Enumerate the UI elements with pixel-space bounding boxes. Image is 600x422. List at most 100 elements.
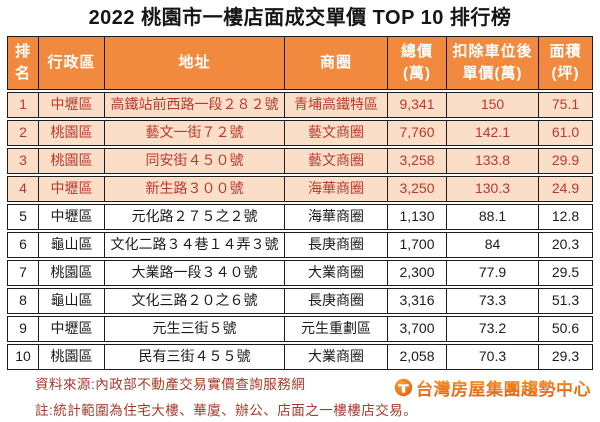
cell-address: 民有三街４５５號: [105, 345, 285, 369]
table-row: 4 中壢區 新生路３００號 海華商圈 3,250 130.3 24.9: [7, 176, 593, 202]
brand-logo-text: 台灣房屋集團趨勢中心: [416, 375, 591, 400]
statistics-scope-note: 註:統計範圍為住宅大樓、華廈、辦公、店面之一樓樓店交易。: [35, 403, 418, 418]
table-row: 3 桃園區 同安街４５０號 藝文商圈 3,258 133.8 29.9: [7, 148, 593, 174]
cell-address: 文化三路２０之６號: [105, 289, 285, 313]
cell-total: 3,258: [388, 149, 447, 173]
table-row: 10 桃園區 民有三街４５５號 大業商圈 2,058 70.3 29.3: [7, 344, 593, 370]
cell-district: 中壢區: [39, 317, 105, 341]
cell-rank: 3: [8, 149, 39, 173]
header-label: 單價(萬): [462, 65, 523, 82]
table-header-row: 排名行政區 地址 商圈 總價 (萬) 扣除車位後 單價(萬) 面積 (坪): [7, 36, 593, 90]
cell-rank: 1: [8, 93, 39, 117]
brand-logo: 台灣房屋集團趨勢中心: [394, 375, 591, 400]
table-row: 6 龜山區 文化二路３４巷１４弄３號 長庚商圈 1,700 84 20.3: [7, 232, 593, 258]
cell-district: 桃園區: [39, 121, 105, 145]
cell-unit: 133.8: [447, 149, 539, 173]
cell-total: 3,250: [388, 177, 447, 201]
cell-size: 51.3: [551, 292, 580, 309]
cell-size: 29.3: [551, 348, 580, 365]
header-cell-unit_price: 扣除車位後單價(萬): [447, 37, 539, 89]
header-cell-district: 行政區: [39, 37, 105, 89]
cell-district: 桃園區: [39, 345, 105, 369]
header-cell-address: 地址: [105, 37, 285, 89]
cell-address: 同安街４５０號: [105, 149, 285, 173]
cell-rank: 4: [8, 177, 39, 201]
cell-total: 9,341: [388, 93, 447, 117]
data-source-note: 資料來源:內政部不動產交易實價查詢服務網: [35, 377, 306, 392]
cell-unit: 142.1: [447, 121, 539, 145]
cell-address: 高鐵站前西路一段２８２號: [105, 93, 285, 117]
header-label: 商圈: [319, 54, 352, 72]
cell-address: 大業路一段３４０號: [105, 261, 285, 285]
cell-unit: 73.3: [447, 289, 539, 313]
cell-size: 24.9: [551, 180, 580, 197]
cell-rank: 2: [8, 121, 39, 145]
cell-size: 61.0: [551, 124, 580, 141]
cell-district: 桃園區: [39, 261, 105, 285]
cell-rank: 6: [8, 233, 39, 257]
header-label: 總價: [400, 43, 433, 61]
cell-area: 藝文商圈: [285, 121, 388, 145]
cell-district: 桃園區: [39, 149, 105, 173]
cell-unit: 88.1: [447, 205, 539, 229]
cell-district: 中壢區: [39, 205, 105, 229]
cell-unit: 130.3: [447, 177, 539, 201]
table-row: 2 桃園區 藝文一街７２號 藝文商圈 7,760 142.1 61.0: [7, 120, 593, 146]
cell-district: 中壢區: [39, 93, 105, 117]
cell-total: 2,058: [388, 345, 447, 369]
cell-size: 50.6: [551, 320, 580, 337]
cell-rank: 7: [8, 261, 39, 285]
cell-area: 藝文商圈: [285, 149, 388, 173]
header-cell-size: 面積 (坪): [539, 37, 592, 89]
cell-size: 29.9: [551, 152, 580, 169]
cell-area: 大業商圈: [285, 261, 388, 285]
cell-total: 7,760: [388, 121, 447, 145]
table-row: 7 桃園區 大業路一段３４０號 大業商圈 2,300 77.9 29.5: [7, 260, 593, 286]
cell-total: 3,316: [388, 289, 447, 313]
cell-address: 元化路２７５之２號: [105, 205, 285, 229]
header-label: 地址: [178, 54, 211, 72]
cell-district: 龜山區: [39, 289, 105, 313]
table-row: 9 中壢區 元生三街５號 元生重劃區 3,700 73.2 50.6: [7, 316, 593, 342]
table-body: 1 中壢區 高鐵站前西路一段２８２號 青埔高鐵特區 9,341 150 75.1 2 桃園區 藝文…: [7, 92, 593, 370]
table-row: 1 中壢區 高鐵站前西路一段２８２號 青埔高鐵特區 9,341 150 75.1: [7, 92, 593, 118]
cell-area: 青埔高鐵特區: [285, 93, 388, 117]
cell-area: 長庚商圈: [285, 233, 388, 257]
header-cell-area: 商圈: [285, 37, 388, 89]
header-label: 扣除車位後: [452, 43, 533, 61]
cell-size: 75.1: [551, 96, 580, 113]
cell-area: 長庚商圈: [285, 289, 388, 313]
cell-address: 元生三街５號: [105, 317, 285, 341]
header-label: 名: [14, 65, 31, 82]
taiwan-housing-logo-icon: [394, 378, 413, 397]
cell-area: 元生重劃區: [285, 317, 388, 341]
cell-unit: 70.3: [447, 345, 539, 369]
header-label: (坪): [551, 65, 580, 82]
header-label: 排: [14, 43, 31, 61]
footer: 資料來源:內政部不動產交易實價查詢服務網 台灣房屋集團趨勢中心 註:統計範圍為住…: [7, 374, 593, 422]
cell-area: 大業商圈: [285, 345, 388, 369]
cell-address: 新生路３００號: [105, 177, 285, 201]
cell-size: 29.5: [551, 264, 580, 281]
table-row: 8 龜山區 文化三路２０之６號 長庚商圈 3,316 73.3 51.3: [7, 288, 593, 314]
cell-rank: 10: [8, 345, 39, 369]
header-cell-rank: 排名: [8, 37, 39, 89]
cell-unit: 77.9: [447, 261, 539, 285]
cell-size: 12.8: [551, 208, 580, 225]
cell-address: 文化二路３４巷１４弄３號: [105, 233, 285, 257]
header-label: 面積: [549, 43, 582, 61]
cell-district: 中壢區: [39, 177, 105, 201]
cell-total: 1,130: [388, 205, 447, 229]
cell-total: 2,300: [388, 261, 447, 285]
cell-address: 藝文一街７２號: [105, 121, 285, 145]
cell-size: 20.3: [551, 236, 580, 253]
cell-rank: 5: [8, 205, 39, 229]
cell-unit: 84: [447, 233, 539, 257]
cell-total: 3,700: [388, 317, 447, 341]
ranking-table: 排名行政區 地址 商圈 總價 (萬) 扣除車位後 單價(萬) 面積 (坪) 1 中壢區 高鐵站前西路…: [7, 36, 593, 370]
cell-area: 海華商圈: [285, 205, 388, 229]
cell-area: 海華商圈: [285, 177, 388, 201]
cell-unit: 73.2: [447, 317, 539, 341]
cell-district: 龜山區: [39, 233, 105, 257]
